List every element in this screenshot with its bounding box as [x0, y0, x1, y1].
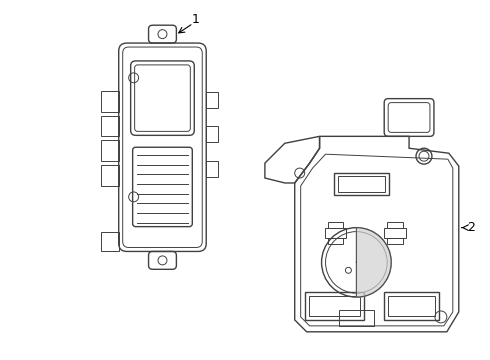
Text: 1: 1 [192, 13, 199, 26]
Bar [387, 238, 403, 243]
Bar [384, 292, 439, 320]
Polygon shape [356, 228, 391, 297]
Bar [305, 292, 365, 320]
Bar [340, 310, 374, 326]
Bar [384, 228, 406, 238]
Bar [388, 296, 435, 316]
Text: 2: 2 [467, 221, 475, 234]
Bar [335, 173, 389, 195]
Bar [327, 222, 343, 228]
Bar [339, 176, 385, 192]
Bar [309, 296, 360, 316]
Bar [387, 222, 403, 228]
Bar [324, 228, 346, 238]
Bar [327, 238, 343, 243]
